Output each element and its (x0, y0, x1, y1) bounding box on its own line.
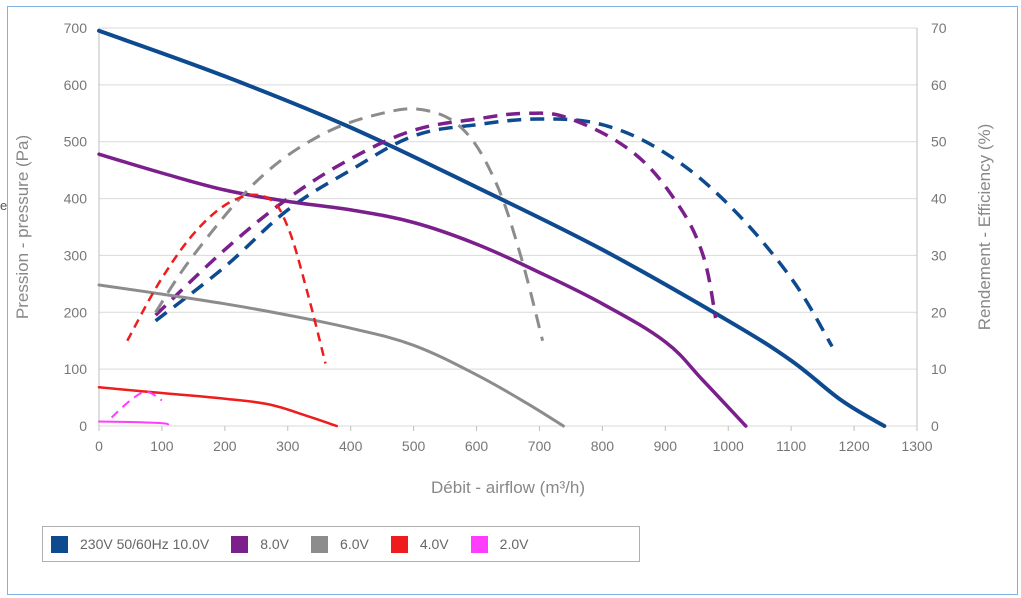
x-tick-label: 1000 (713, 438, 744, 454)
legend-item[interactable]: 230V 50/60Hz 10.0V (51, 535, 210, 553)
y-left-tick-label: 700 (64, 20, 88, 36)
x-tick-label: 1300 (901, 438, 932, 454)
y-left-tick-label: 100 (64, 361, 88, 377)
efficiency-line-4-0v (126, 193, 327, 364)
legend-item[interactable]: 4.0V (390, 535, 449, 553)
y-right-tick-label: 70 (931, 20, 947, 36)
x-tick-label: 300 (276, 438, 300, 454)
x-tick-label: 0 (95, 438, 103, 454)
efficiency-line-230v-50-60hz-10-0v (154, 117, 834, 348)
efficiency-line-8-0v (154, 111, 718, 319)
legend-swatch (470, 535, 488, 553)
y-right-tick-label: 0 (931, 418, 939, 434)
y-right-tick-label: 10 (931, 361, 947, 377)
y-left-tick-label: 300 (64, 247, 88, 263)
legend-item[interactable]: 2.0V (470, 535, 529, 553)
legend-item[interactable]: 8.0V (231, 535, 290, 553)
x-tick-label: 500 (402, 438, 426, 454)
stray-label: e (0, 198, 8, 213)
efficiency-line-6-0v (154, 107, 545, 342)
x-tick-label: 600 (465, 438, 489, 454)
y-left-tick-label: 600 (64, 77, 88, 93)
legend-label: 6.0V (340, 536, 369, 552)
legend-swatch (231, 535, 249, 553)
chart-frame: 0 100 200 300 400 500 600 700 0 10 20 30 40 50 60 70 0 10… (7, 6, 1018, 595)
y-left-tick-label: 400 (64, 191, 88, 207)
y-right-tick-label: 30 (931, 247, 947, 263)
legend-label: 230V 50/60Hz 10.0V (80, 536, 210, 552)
y-left-tick-label: 0 (79, 418, 87, 434)
efficiency-line-2-0v (110, 390, 163, 419)
y-left-tick-label: 200 (64, 304, 88, 320)
x-tick-label: 400 (339, 438, 363, 454)
pressure-line-6-0v (97, 283, 565, 428)
legend-swatch (311, 535, 329, 553)
x-tick-label: 200 (213, 438, 237, 454)
legend: 230V 50/60Hz 10.0V 8.0V 6.0V 4.0V 2.0V (42, 526, 640, 562)
legend-item[interactable]: 6.0V (311, 535, 369, 553)
y-right-tick-label: 60 (931, 77, 947, 93)
y-right-tick-label: 40 (931, 191, 947, 207)
y-right-tick-label: 20 (931, 304, 947, 320)
x-tick-label: 1100 (776, 438, 806, 454)
x-tick-label: 800 (591, 438, 615, 454)
legend-label: 8.0V (260, 536, 290, 552)
legend-label: 4.0V (419, 536, 449, 552)
x-tick-label: 700 (528, 438, 552, 454)
legend-swatch (51, 535, 68, 553)
y-right-axis-title: Rendement - Efficiency (%) (975, 124, 994, 331)
pressure-line-8-0v (97, 152, 748, 428)
pressure-line-230v-50-60hz-10-0v (97, 28, 887, 428)
legend-label: 2.0V (499, 536, 529, 552)
x-tick-label: 900 (654, 438, 678, 454)
y-right-tick-label: 50 (931, 134, 947, 150)
y-left-tick-label: 500 (64, 134, 88, 150)
pressure-line-4-0v (97, 386, 339, 428)
y-left-axis-title: Pression - pressure (Pa) (13, 135, 32, 319)
legend-swatch (390, 535, 408, 553)
x-axis-title: Débit - airflow (m³/h) (431, 478, 585, 497)
x-tick-label: 1200 (838, 438, 869, 454)
x-tick-label: 100 (150, 438, 174, 454)
pressure-line-2-0v (98, 420, 170, 426)
